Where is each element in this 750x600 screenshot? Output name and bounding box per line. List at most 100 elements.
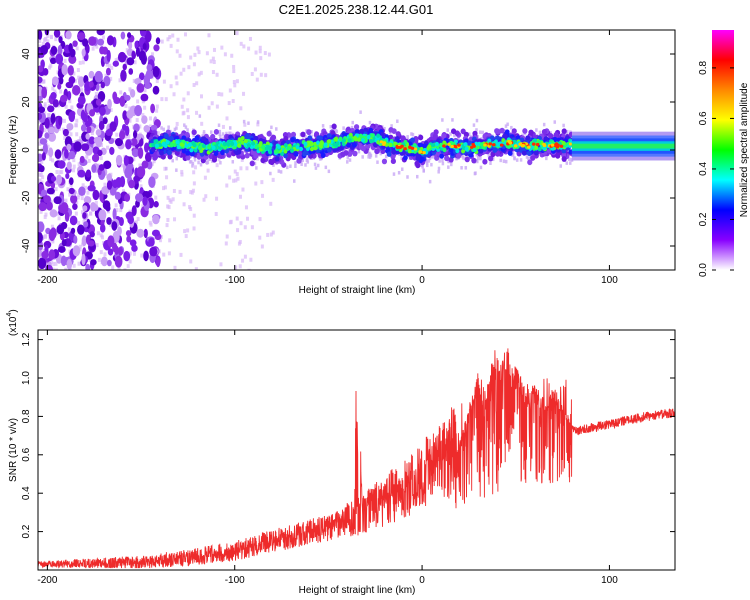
signal-cell: [415, 153, 421, 159]
noise-blob: [68, 187, 75, 195]
noise-blob: [38, 106, 46, 114]
noise-blob: [122, 63, 127, 71]
noise-blob: [102, 117, 108, 125]
signal-cell: [159, 150, 164, 156]
noise-blob: [88, 70, 95, 79]
band-speckle: [313, 162, 317, 167]
noise-speckle: [215, 163, 219, 168]
noise-speckle: [214, 211, 218, 216]
band-speckle: [324, 165, 328, 170]
noise-blob: [38, 221, 45, 233]
noise-blob: [38, 129, 43, 139]
noise-blob: [52, 99, 59, 108]
noise-blob: [143, 228, 148, 239]
noise-speckle: [165, 175, 169, 180]
noise-blob: [49, 209, 58, 218]
noise-speckle: [176, 37, 180, 42]
noise-speckle: [247, 268, 251, 270]
signal-cell: [189, 147, 194, 153]
noise-blob: [64, 211, 70, 222]
band-speckle: [272, 163, 275, 167]
noise-speckle: [236, 176, 240, 181]
noise-speckle: [113, 138, 117, 143]
noise-speckle: [125, 48, 129, 53]
signal-cell: [243, 138, 248, 144]
noise-speckle: [74, 211, 78, 216]
noise-blob: [79, 155, 85, 164]
noise-blob: [81, 48, 86, 57]
band-speckle: [453, 133, 456, 138]
band-speckle: [346, 160, 349, 164]
band-speckle: [398, 152, 401, 157]
noise-speckle: [192, 62, 196, 67]
noise-speckle: [186, 228, 190, 233]
noise-speckle: [85, 154, 89, 159]
signal-cell: [541, 129, 548, 135]
noise-speckle: [180, 172, 184, 177]
noise-speckle: [72, 168, 76, 173]
noise-speckle: [164, 97, 168, 102]
noise-speckle: [148, 220, 152, 225]
band-speckle: [202, 130, 206, 134]
band-speckle: [450, 162, 453, 167]
band-speckle: [438, 159, 441, 163]
noise-blob: [150, 124, 158, 131]
noise-blob: [152, 85, 160, 95]
band-speckle: [348, 158, 352, 162]
noise-speckle: [195, 81, 199, 86]
noise-speckle: [232, 69, 236, 74]
band-speckle: [368, 155, 372, 159]
signal-cell: [175, 140, 180, 145]
noise-speckle: [195, 110, 199, 115]
noise-blob: [77, 169, 86, 178]
band-speckle: [437, 166, 441, 171]
figure-title: C2E1.2025.238.12.44.G01: [279, 2, 434, 17]
signal-cell: [376, 133, 381, 138]
noise-blob: [99, 224, 106, 233]
band-speckle: [437, 170, 440, 174]
band-speckle: [183, 123, 186, 127]
noise-speckle: [168, 238, 172, 243]
noise-blob: [57, 160, 66, 169]
noise-speckle: [104, 73, 108, 78]
noise-speckle: [235, 172, 239, 177]
signal-cell: [154, 139, 159, 144]
band-speckle: [217, 123, 221, 127]
noise-speckle: [54, 180, 58, 185]
noise-speckle: [225, 183, 229, 188]
noise-blob: [142, 190, 151, 199]
noise-blob: [144, 82, 151, 89]
noise-blob: [92, 189, 100, 201]
band-speckle: [475, 128, 478, 132]
noise-speckle: [184, 234, 188, 239]
noise-speckle: [173, 217, 177, 222]
signal-cell: [326, 133, 332, 139]
noise-speckle: [77, 261, 81, 266]
band-speckle: [219, 161, 222, 165]
noise-blob: [87, 184, 96, 192]
noise-blob: [60, 221, 68, 230]
noise-speckle: [211, 70, 215, 75]
noise-speckle: [234, 265, 238, 270]
noise-speckle: [162, 186, 166, 191]
noise-speckle: [109, 76, 113, 81]
noise-blob: [99, 46, 105, 55]
signal-cell: [157, 142, 162, 148]
signal-cell: [393, 141, 398, 147]
noise-speckle: [249, 257, 253, 262]
noise-speckle: [178, 189, 182, 194]
band-speckle: [427, 159, 431, 163]
noise-blob: [95, 129, 102, 136]
noise-speckle: [148, 116, 152, 121]
signal-cell: [309, 146, 314, 152]
band-speckle: [275, 127, 278, 131]
band-speckle: [342, 126, 345, 130]
noise-blob: [48, 147, 54, 158]
noise-speckle: [124, 103, 128, 108]
signal-cell: [537, 147, 542, 152]
noise-speckle: [231, 99, 235, 104]
signal-cell: [249, 160, 255, 167]
noise-speckle: [217, 92, 221, 97]
noise-blob: [50, 175, 57, 182]
noise-speckle: [215, 196, 219, 201]
